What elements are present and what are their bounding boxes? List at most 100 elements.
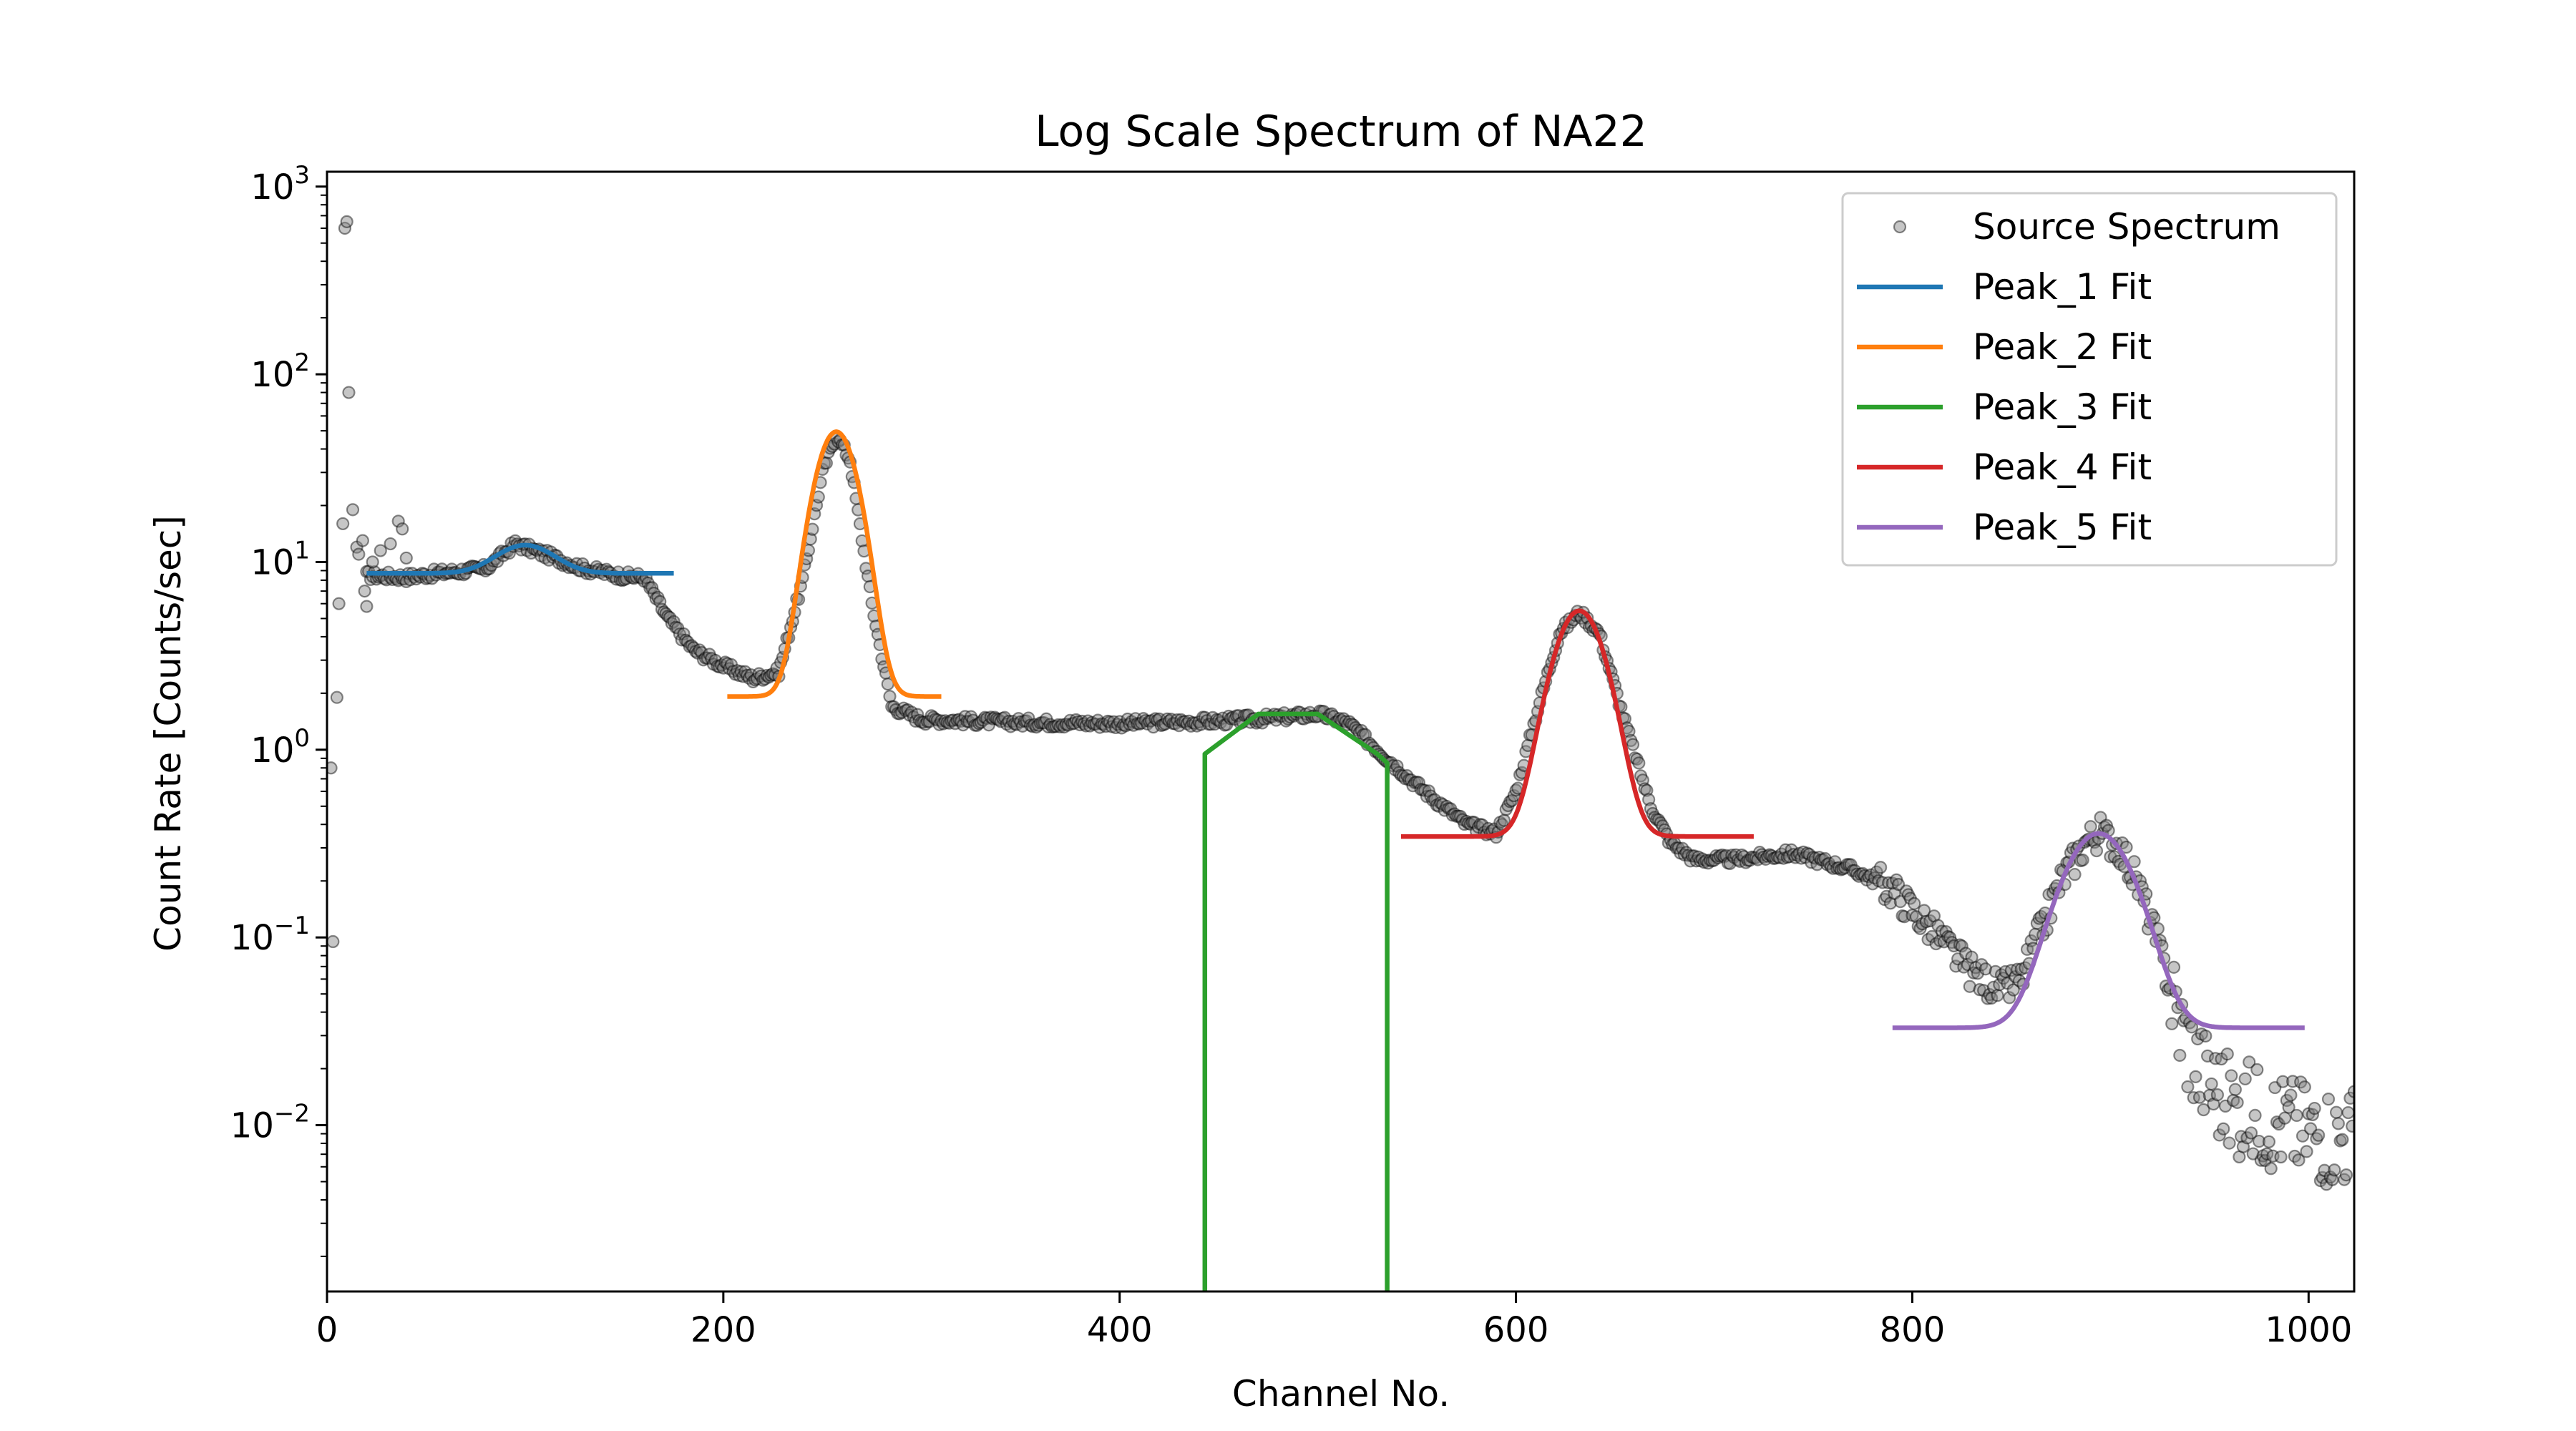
spectrum-point bbox=[1002, 715, 1015, 728]
spectrum-point bbox=[899, 704, 912, 718]
spectrum-point bbox=[1975, 958, 1989, 972]
spectrum-point bbox=[1450, 809, 1463, 823]
spectrum-point bbox=[691, 646, 704, 660]
spectrum-point bbox=[2264, 1162, 2278, 1176]
spectrum-point bbox=[1823, 856, 1836, 870]
spectrum-point bbox=[2243, 1055, 2256, 1069]
spectrum-point bbox=[1898, 910, 1911, 924]
x-axis-label: Channel No. bbox=[1232, 1373, 1450, 1415]
spectrum-point bbox=[1408, 776, 1422, 789]
spectrum-point bbox=[1081, 714, 1095, 728]
spectrum-point bbox=[1224, 712, 1237, 726]
spectrum-point bbox=[1888, 887, 1901, 900]
spectrum-point bbox=[2320, 1178, 2333, 1191]
spectrum-point bbox=[1015, 719, 1030, 733]
spectrum-point bbox=[2167, 960, 2181, 974]
spectrum-point bbox=[2298, 1080, 2311, 1094]
spectrum-point bbox=[2074, 854, 2087, 868]
spectrum-point bbox=[1458, 817, 1471, 831]
spectrum-point bbox=[2236, 1140, 2250, 1153]
x-tick-label: 400 bbox=[1087, 1310, 1153, 1350]
spectrum-point bbox=[1028, 718, 1041, 731]
spectrum-point bbox=[1779, 843, 1792, 856]
spectrum-point bbox=[1004, 720, 1018, 733]
spectrum-point bbox=[1438, 804, 1451, 817]
spectrum-point bbox=[2030, 917, 2044, 930]
spectrum-point bbox=[1805, 856, 1818, 869]
spectrum-point bbox=[1475, 818, 1489, 832]
spectrum-point bbox=[2248, 1108, 2262, 1122]
spectrum-point bbox=[1398, 772, 1412, 786]
spectrum-point bbox=[1075, 714, 1089, 728]
spectrum-point bbox=[1973, 983, 1986, 997]
spectrum-point bbox=[2020, 942, 2034, 956]
spectrum-point bbox=[1842, 858, 1855, 871]
spectrum-point bbox=[2209, 1052, 2223, 1065]
spectrum-point bbox=[1911, 919, 1925, 933]
spectrum-point bbox=[1069, 713, 1083, 727]
spectrum-point bbox=[645, 581, 659, 595]
spectrum-point bbox=[893, 707, 907, 721]
spectrum-point bbox=[2195, 1027, 2208, 1041]
spectrum-point bbox=[1725, 849, 1739, 862]
legend-label: Peak_4 Fit bbox=[1973, 446, 2152, 488]
spectrum-point bbox=[716, 661, 730, 675]
spectrum-point bbox=[1926, 929, 1939, 943]
spectrum-point bbox=[1868, 871, 1881, 885]
fit-line-peak-2 bbox=[726, 429, 943, 699]
spectrum-point bbox=[665, 617, 678, 630]
spectrum-point bbox=[1713, 849, 1727, 863]
spectrum-point bbox=[2313, 1173, 2328, 1188]
spectrum-point bbox=[948, 717, 962, 731]
spectrum-point bbox=[356, 534, 369, 547]
spectrum-point bbox=[1051, 718, 1065, 732]
spectrum-point bbox=[2282, 1100, 2296, 1114]
spectrum-point bbox=[1091, 713, 1105, 727]
spectrum-point bbox=[1818, 851, 1832, 866]
spectrum-point bbox=[1788, 851, 1802, 864]
spectrum-point bbox=[1503, 795, 1517, 809]
spectrum-point bbox=[1392, 766, 1406, 779]
spectrum-point bbox=[1642, 793, 1656, 806]
spectrum-point bbox=[2343, 1091, 2354, 1105]
spectrum-point bbox=[1785, 843, 1798, 856]
spectrum-point bbox=[1045, 721, 1059, 734]
spectrum-point bbox=[1505, 793, 1519, 807]
spectrum-point bbox=[1885, 876, 1899, 890]
spectrum-point bbox=[728, 668, 742, 681]
spectrum-point bbox=[1656, 819, 1669, 833]
spectrum-point bbox=[2280, 1093, 2293, 1108]
spectrum-point bbox=[655, 602, 669, 616]
spectrum-point bbox=[1921, 932, 1935, 947]
spectrum-point bbox=[1460, 814, 1473, 829]
spectrum-point bbox=[346, 503, 360, 517]
spectrum-point bbox=[1022, 711, 1035, 725]
spectrum-point bbox=[2268, 1080, 2282, 1095]
spectrum-point bbox=[1121, 712, 1134, 726]
spectrum-point bbox=[1963, 980, 1976, 993]
spectrum-point bbox=[2173, 1048, 2187, 1063]
spectrum-point bbox=[1751, 853, 1765, 866]
spectrum-point bbox=[1692, 850, 1705, 864]
spectrum-point bbox=[912, 713, 927, 728]
spectrum-point bbox=[1440, 799, 1453, 814]
spectrum-point bbox=[350, 540, 364, 554]
spectrum-point bbox=[1674, 846, 1687, 860]
spectrum-point bbox=[1471, 820, 1485, 834]
spectrum-point bbox=[1652, 813, 1666, 827]
spectrum-point bbox=[1762, 848, 1777, 861]
spectrum-point bbox=[1830, 861, 1844, 875]
spectrum-point bbox=[1190, 719, 1204, 733]
spectrum-point bbox=[1196, 710, 1210, 724]
spectrum-point bbox=[758, 672, 772, 686]
spectrum-point bbox=[1465, 815, 1479, 829]
spectrum-point bbox=[2318, 1163, 2331, 1177]
spectrum-point bbox=[1729, 848, 1743, 861]
spectrum-point bbox=[1113, 715, 1126, 728]
spectrum-point bbox=[1792, 846, 1806, 860]
spectrum-point bbox=[736, 670, 750, 683]
spectrum-point bbox=[2185, 1020, 2199, 1034]
spectrum-point bbox=[669, 620, 683, 634]
spectrum-point bbox=[1180, 717, 1194, 731]
spectrum-point bbox=[2202, 1088, 2216, 1103]
